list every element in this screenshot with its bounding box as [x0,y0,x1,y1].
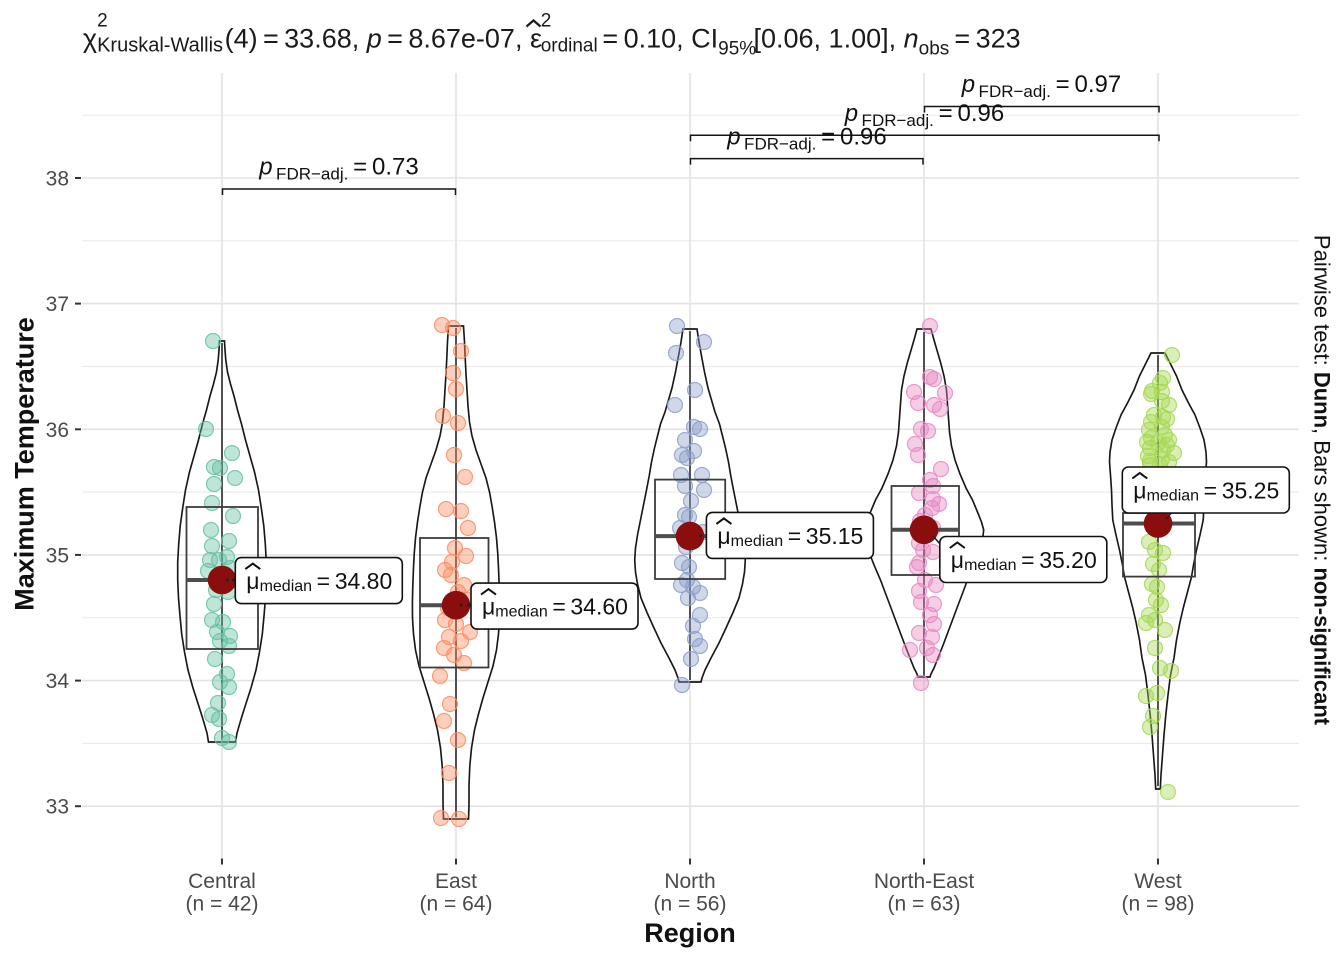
svg-text:38: 38 [46,168,69,191]
svg-text:37: 37 [46,293,69,316]
svg-text:(n = 64): (n = 64) [420,893,493,916]
svg-text:ordinal: ordinal [541,36,598,57]
svg-text:34: 34 [46,670,70,693]
svg-text:p FDR−adj. = 0.96: p FDR−adj. = 0.96 [726,123,886,153]
svg-text:North-East: North-East [874,870,975,893]
svg-text:(4) = 33.68, p = 8.67e-07, ε: (4) = 33.68, p = 8.67e-07, ε [225,24,542,54]
svg-text:Pairwise test: Dunn, Bars show: Pairwise test: Dunn, Bars shown: non-sig… [1310,235,1335,726]
svg-text:2: 2 [541,11,552,32]
svg-text:μmedian = 35.20: μmedian = 35.20 [951,547,1097,574]
svg-text:(n = 56): (n = 56) [654,893,727,916]
svg-text:p FDR−adj. = 0.73: p FDR−adj. = 0.73 [258,154,418,184]
svg-text:(n = 98): (n = 98) [1122,893,1195,916]
svg-text:(n = 63): (n = 63) [888,893,961,916]
svg-text:p FDR−adj. = 0.96: p FDR−adj. = 0.96 [844,100,1004,130]
svg-text:μmedian = 34.60: μmedian = 34.60 [482,594,628,621]
svg-text:West: West [1134,870,1182,893]
svg-text:35: 35 [46,544,69,567]
svg-text:χ: χ [83,24,97,54]
svg-text:Central: Central [188,870,256,893]
svg-text:= 323: = 323 [949,24,1021,54]
svg-text:33: 33 [46,796,69,819]
svg-text:Region: Region [644,918,736,948]
svg-text:(n = 42): (n = 42) [186,893,259,916]
svg-text:μmedian = 35.25: μmedian = 35.25 [1133,478,1279,505]
svg-text:μmedian = 35.15: μmedian = 35.15 [717,523,863,550]
svg-text:p FDR−adj. = 0.97: p FDR−adj. = 0.97 [961,71,1121,101]
svg-text:36: 36 [46,419,69,442]
svg-text:Maximum Temperature: Maximum Temperature [10,317,40,611]
svg-text:2: 2 [97,11,108,32]
svg-text:Kruskal-Wallis: Kruskal-Wallis [97,35,223,57]
svg-text:North: North [664,870,715,893]
svg-text:East: East [435,870,477,893]
